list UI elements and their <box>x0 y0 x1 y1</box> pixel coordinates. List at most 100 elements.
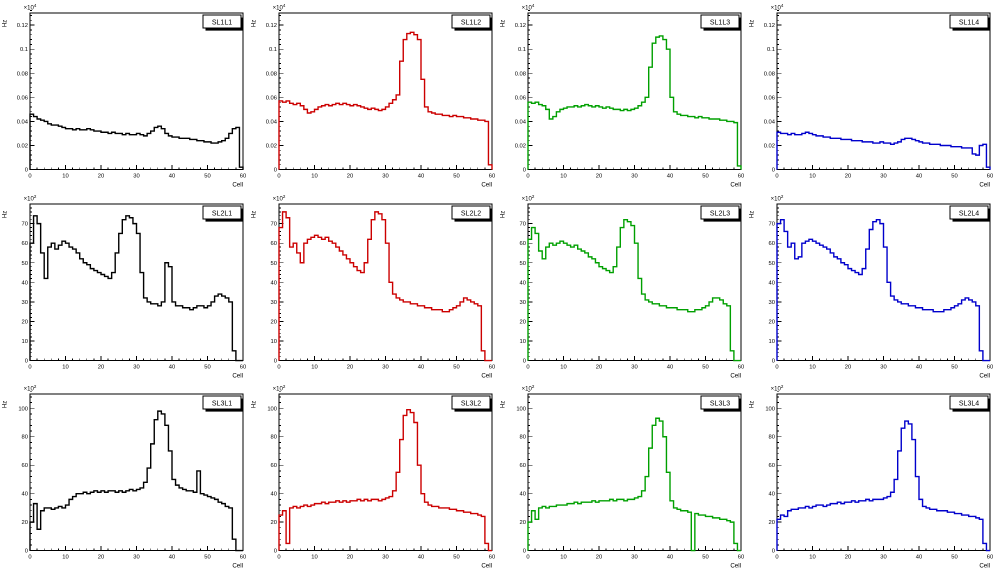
pave-title: SL2L3 <box>710 210 730 217</box>
x-tick-label: 10 <box>809 174 815 180</box>
histogram-sl1l3: 0 10 20 30 40 50 60 0 0.02 0.04 0.06 0.08 0.1 0.12 Hz C… <box>501 3 745 189</box>
pave-box <box>949 395 989 410</box>
pave-box <box>451 205 491 220</box>
y-axis-exponent: ×104 <box>273 3 286 12</box>
y-axis-exponent: ×102 <box>771 194 784 203</box>
y-tick-label: 0 <box>25 549 28 555</box>
histogram-line <box>278 31 493 170</box>
x-tick-label: 50 <box>204 174 210 180</box>
y-tick-label: 60 <box>271 464 277 470</box>
y-tick-label: 0.08 <box>17 71 28 77</box>
panel-sl3l4: 0 10 20 30 40 50 60 0 20 40 60 80 100 Hz Cell ×102 SL3L4 <box>747 381 996 572</box>
x-tick-label: 30 <box>133 174 139 180</box>
y-tick-label: 50 <box>22 260 28 266</box>
x-tick-label: 40 <box>169 364 175 370</box>
y-tick-label: 40 <box>22 280 28 286</box>
x-tick-label: 10 <box>62 364 68 370</box>
y-axis-title: Hz <box>3 210 9 217</box>
y-tick-label: 70 <box>22 221 28 227</box>
histogram-sl3l3: 0 10 20 30 40 50 60 0 20 40 60 80 100 Hz Cell ×102 SL3L3 <box>501 384 745 570</box>
x-tick-label: 20 <box>596 555 602 561</box>
axis-labels: 0 10 20 30 40 50 60 0 20 40 60 80 100 Hz Cell ×102 <box>750 384 994 570</box>
axis-ticks <box>278 10 493 170</box>
panel-sl1l4: 0 10 20 30 40 50 60 0 0.02 0.04 0.06 0.08 0.1 0.12 Hz C… <box>747 0 996 191</box>
y-tick-label: 0.04 <box>764 119 776 125</box>
title-pave: SL3L3 <box>700 395 742 412</box>
y-axis-title: Hz <box>252 20 258 27</box>
x-tick-label: 60 <box>489 555 495 561</box>
pave-title: SL1L3 <box>710 20 730 27</box>
y-tick-label: 0.12 <box>266 23 277 29</box>
x-axis-title: Cell <box>979 372 990 379</box>
x-tick-label: 60 <box>738 555 744 561</box>
x-tick-label: 0 <box>775 555 778 561</box>
x-tick-label: 10 <box>311 174 317 180</box>
y-tick-label: 60 <box>22 241 28 247</box>
axis-ticks <box>278 391 493 552</box>
pave-box <box>202 205 242 220</box>
y-tick-label: 70 <box>520 221 526 227</box>
x-tick-label: 40 <box>169 174 175 180</box>
histogram-line <box>29 410 243 552</box>
y-tick-label: 70 <box>769 221 775 227</box>
y-tick-label: 60 <box>769 241 775 247</box>
title-pave: SL2L2 <box>451 205 493 222</box>
x-tick-label: 20 <box>347 174 353 180</box>
x-tick-label: 30 <box>631 555 637 561</box>
y-tick-label: 80 <box>271 435 277 441</box>
title-pave: SL2L4 <box>949 205 991 222</box>
pave-title: SL2L2 <box>461 210 481 217</box>
panel-sl2l1: 0 10 20 30 40 50 60 0 10 20 30 40 50 60 70 Hz Cell ×102 SL… <box>0 191 249 382</box>
x-axis-title: Cell <box>232 182 243 189</box>
x-tick-label: 50 <box>204 555 210 561</box>
x-tick-label: 10 <box>311 364 317 370</box>
y-tick-label: 0.02 <box>266 144 277 150</box>
histogram-sl1l4: 0 10 20 30 40 50 60 0 0.02 0.04 0.06 0.08 0.1 0.12 Hz C… <box>750 3 994 189</box>
axis-labels: 0 10 20 30 40 50 60 0 0.02 0.04 0.06 0.08 0.1 0.12 Hz C… <box>3 3 247 189</box>
y-tick-label: 100 <box>267 407 277 413</box>
x-tick-label: 20 <box>596 364 602 370</box>
y-axis-title: Hz <box>501 401 507 408</box>
y-axis-title: Hz <box>501 210 507 217</box>
title-pave: SL3L2 <box>451 395 493 412</box>
x-tick-label: 50 <box>453 364 459 370</box>
x-tick-label: 10 <box>560 364 566 370</box>
plot-frame <box>29 393 244 552</box>
pave-box <box>700 395 740 410</box>
x-axis-title: Cell <box>232 563 243 570</box>
y-axis-title: Hz <box>3 20 9 27</box>
axis-labels: 0 10 20 30 40 50 60 0 10 20 30 40 50 60 70 Hz Cell ×102 <box>3 194 247 380</box>
pave-box <box>700 205 740 220</box>
y-tick-label: 50 <box>769 260 775 266</box>
pave-box <box>700 14 740 29</box>
axis-labels: 0 10 20 30 40 50 60 0 0.02 0.04 0.06 0.08 0.1 0.12 Hz C… <box>750 3 994 189</box>
x-tick-label: 60 <box>240 555 246 561</box>
x-tick-label: 60 <box>738 364 744 370</box>
pave-title: SL3L3 <box>710 401 730 408</box>
title-pave: SL2L1 <box>202 205 244 222</box>
x-tick-label: 10 <box>62 555 68 561</box>
x-tick-label: 0 <box>277 364 280 370</box>
x-tick-label: 10 <box>560 174 566 180</box>
title-pave: SL2L3 <box>700 205 742 222</box>
x-tick-label: 0 <box>277 174 280 180</box>
histogram-sl2l1: 0 10 20 30 40 50 60 0 10 20 30 40 50 60 70 Hz Cell ×102 SL… <box>3 194 247 380</box>
y-tick-label: 80 <box>769 435 775 441</box>
x-axis-title: Cell <box>979 182 990 189</box>
pave-box <box>451 14 491 29</box>
x-tick-label: 30 <box>880 174 886 180</box>
y-tick-label: 80 <box>520 435 526 441</box>
x-tick-label: 40 <box>418 555 424 561</box>
histogram-sl2l4: 0 10 20 30 40 50 60 0 10 20 30 40 50 60 70 Hz Cell ×102 SL… <box>750 194 994 380</box>
y-tick-label: 40 <box>271 492 277 498</box>
x-tick-label: 20 <box>98 555 104 561</box>
axis-labels: 0 10 20 30 40 50 60 0 0.02 0.04 0.06 0.08 0.1 0.12 Hz C… <box>501 3 745 189</box>
x-tick-label: 30 <box>382 364 388 370</box>
y-tick-label: 40 <box>769 492 775 498</box>
x-axis-title: Cell <box>979 563 990 570</box>
x-axis-title: Cell <box>481 563 492 570</box>
x-axis-title: Cell <box>481 372 492 379</box>
axis-labels: 0 10 20 30 40 50 60 0 20 40 60 80 100 Hz Cell ×102 <box>252 384 496 570</box>
y-tick-label: 0.04 <box>17 119 29 125</box>
y-axis-title: Hz <box>750 20 756 27</box>
